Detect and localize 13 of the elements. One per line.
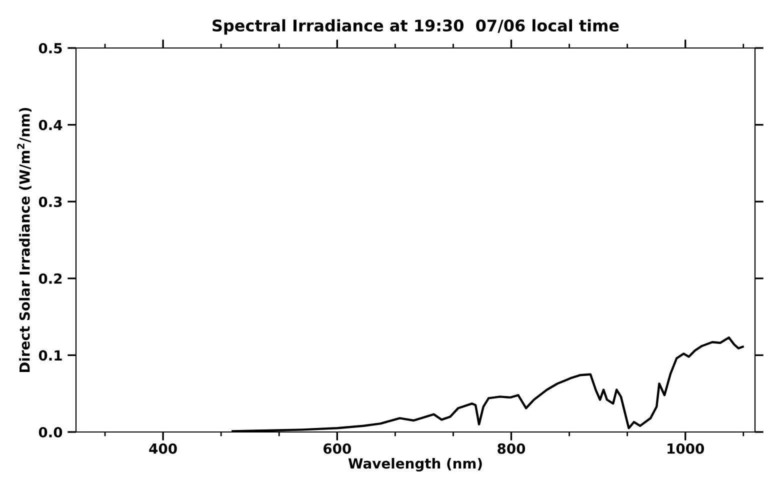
x-tick-label: 800 — [498, 443, 526, 454]
y-tick-label: 0.1 — [38, 350, 62, 361]
x-axis-title: Wavelength (nm) — [348, 458, 482, 472]
y-tick-label: 0.2 — [38, 273, 62, 284]
y-tick-label: 0.3 — [38, 196, 62, 208]
x-tick-label: 400 — [149, 443, 177, 454]
x-tick-label: 600 — [324, 443, 351, 454]
y-tick-label: 0.5 — [38, 42, 62, 54]
y-tick-label: 0.0 — [38, 426, 62, 438]
x-tick-label: 1000 — [668, 443, 704, 454]
chart-title: Spectral Irradiance at 19:30 07/06 local time — [212, 19, 619, 35]
y-axis-title: Direct Solar Irradiance (W/m$^{2}$/nm) — [17, 108, 32, 372]
y-tick-label: 0.4 — [38, 120, 62, 130]
